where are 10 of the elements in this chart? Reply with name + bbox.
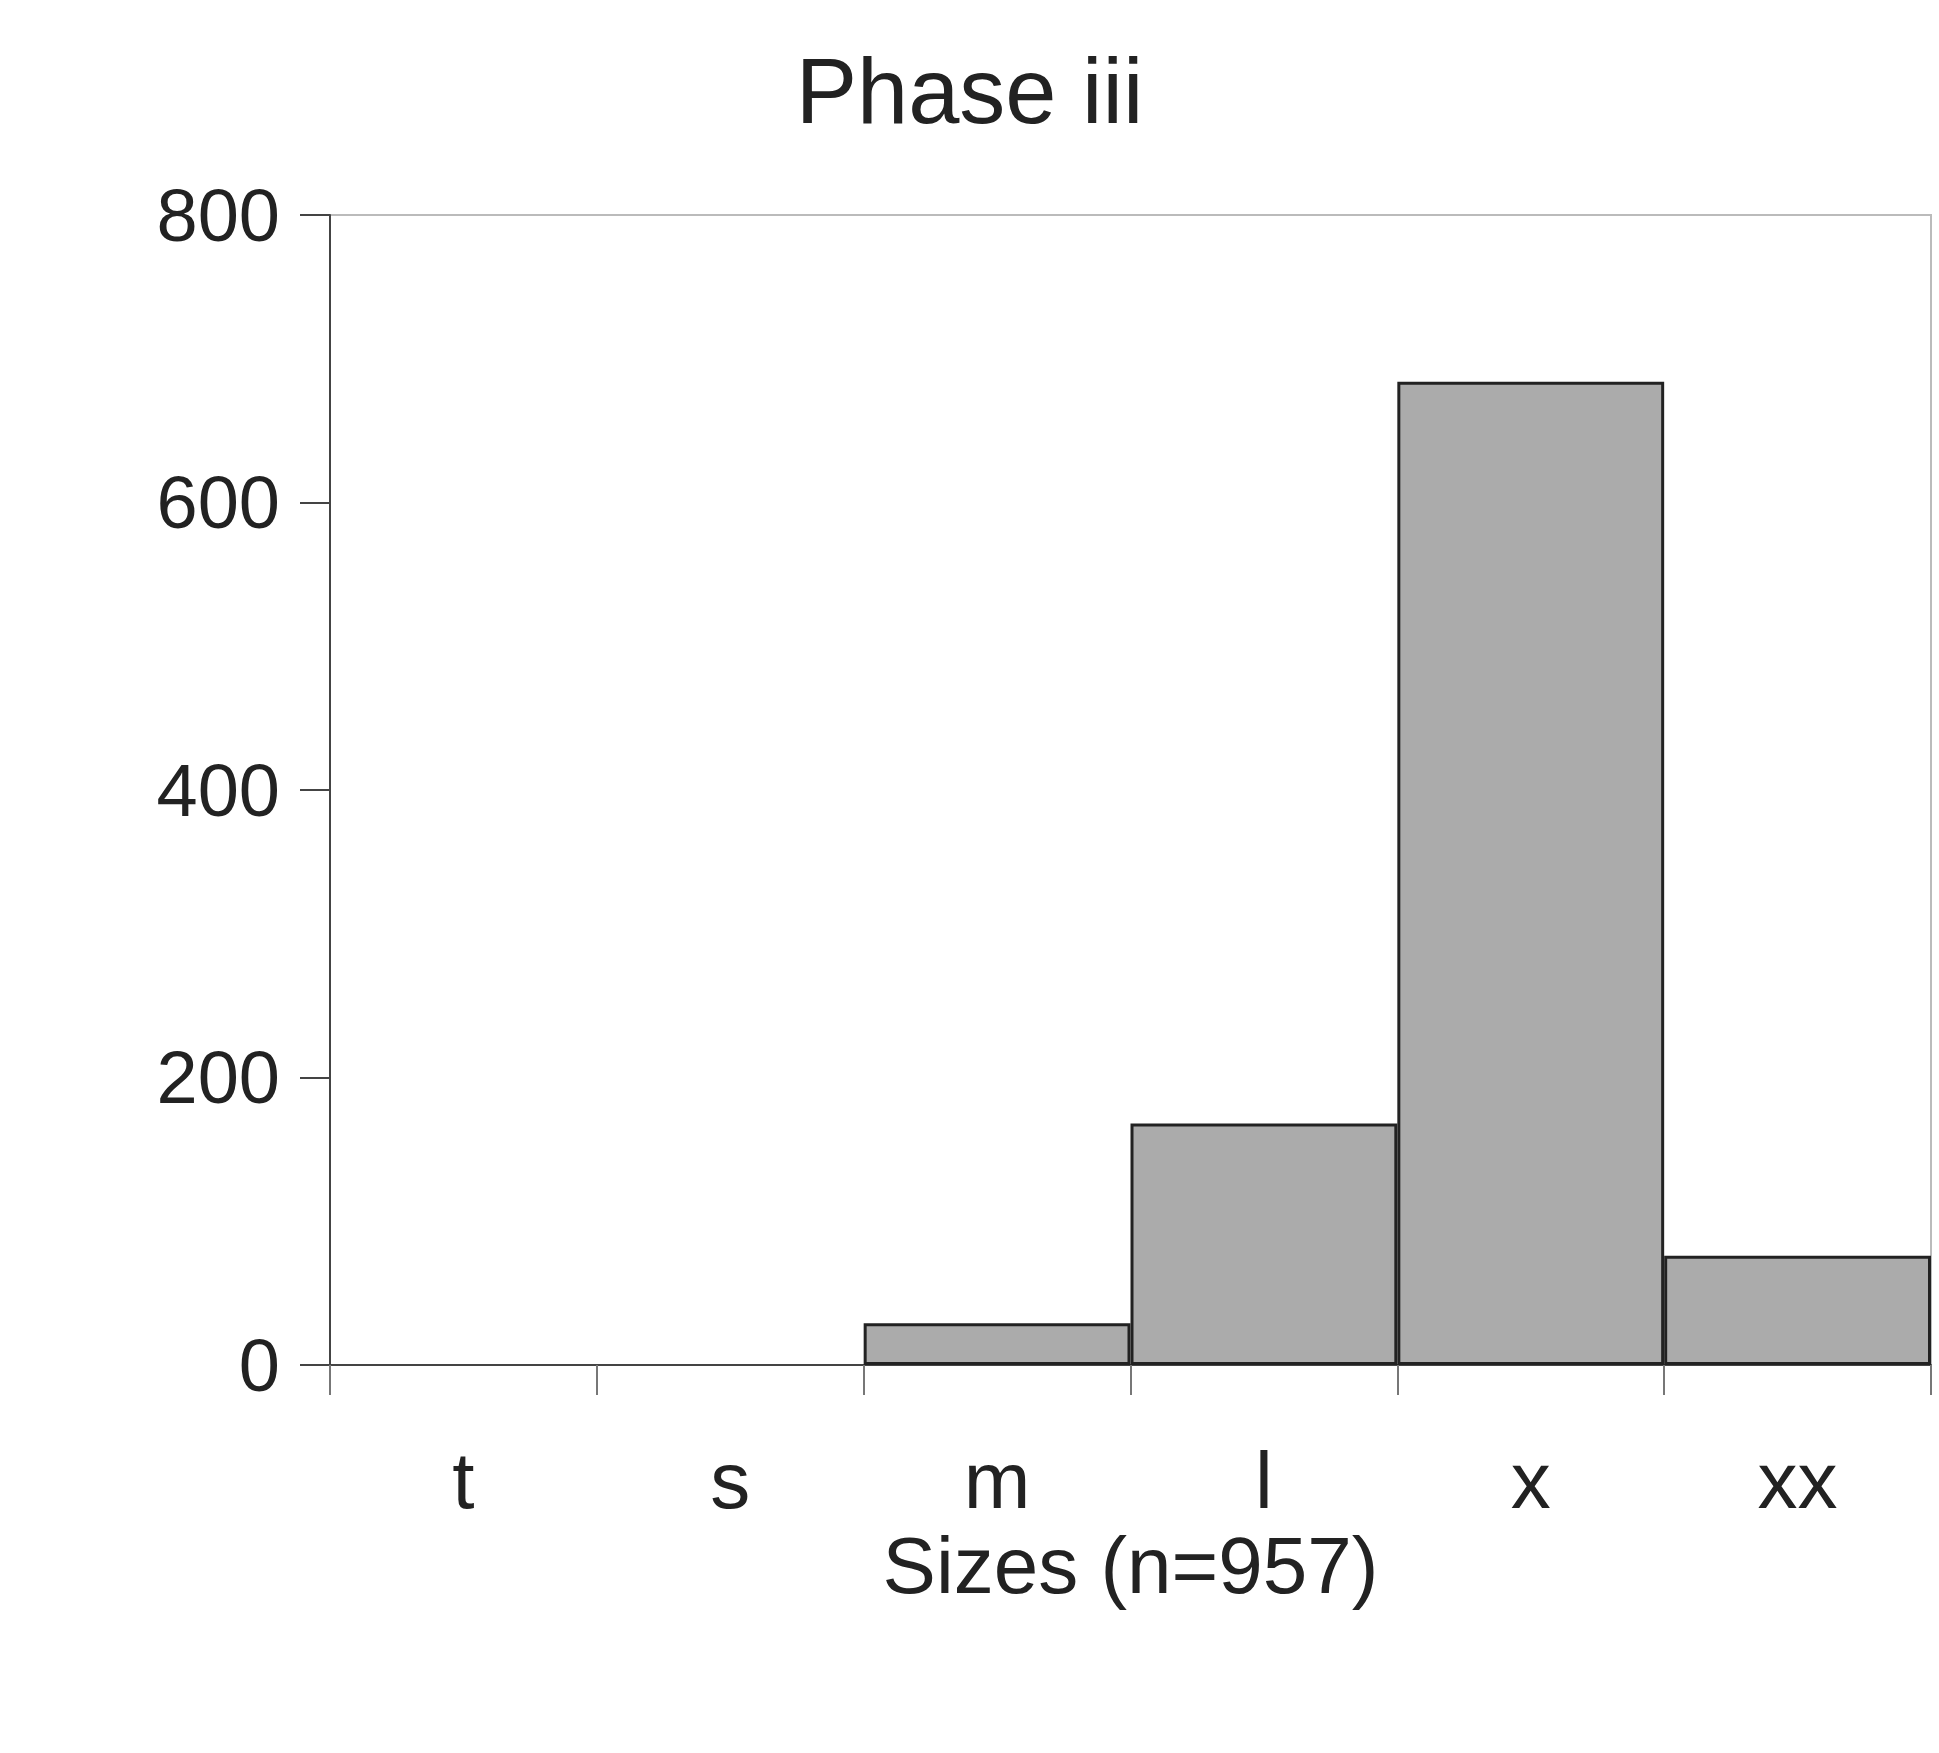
x-tick-label: x [1510, 1435, 1551, 1525]
x-tick-label: s [710, 1435, 751, 1525]
x-tick-label: t [452, 1435, 475, 1525]
y-tick-label: 800 [156, 173, 280, 257]
y-tick-label: 400 [156, 748, 280, 832]
y-tick-label: 600 [156, 461, 280, 544]
x-tick-label: xx [1757, 1435, 1838, 1525]
chart-title: Phase iii [795, 40, 1144, 142]
y-tick-label: 0 [238, 1323, 280, 1407]
y-tick-label: 200 [156, 1036, 280, 1119]
